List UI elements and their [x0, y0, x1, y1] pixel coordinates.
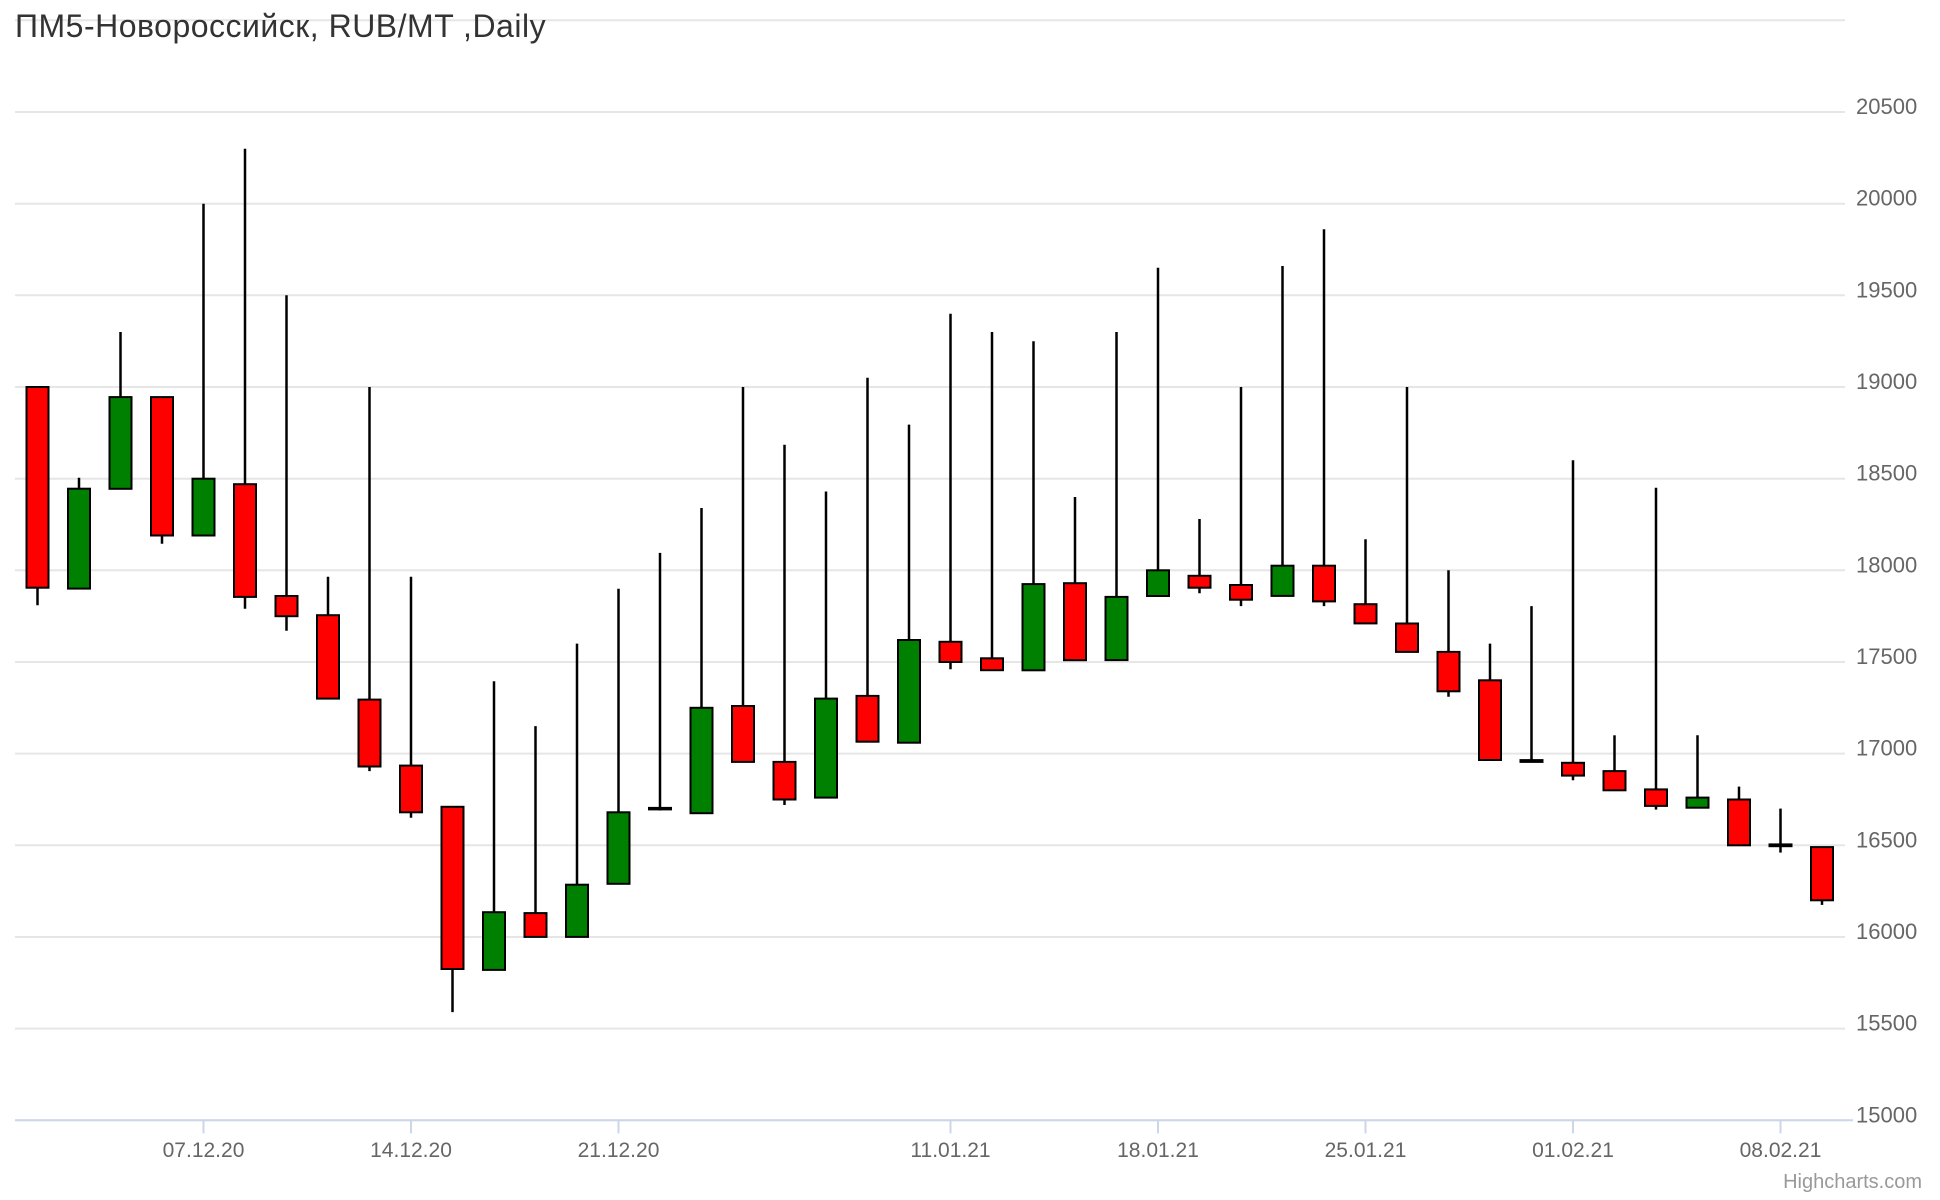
candle-up — [1146, 267, 1170, 597]
candle-down — [1602, 735, 1627, 792]
candle-up — [1104, 332, 1129, 662]
candle-down — [1561, 460, 1585, 781]
candle-down — [772, 444, 797, 805]
candle-down — [938, 313, 963, 670]
x-tick-label: 08.02.21 — [1740, 1139, 1822, 1162]
x-tick-label: 18.01.21 — [1117, 1139, 1199, 1162]
candle-down — [1395, 387, 1419, 653]
y-tick-label: 20500 — [1856, 94, 1917, 119]
y-tick-label: 18500 — [1856, 461, 1917, 486]
candle-up — [565, 643, 589, 938]
y-tick-label: 19500 — [1856, 277, 1917, 302]
candle-up — [108, 332, 133, 490]
candle-down — [233, 148, 257, 609]
candle-down — [1644, 487, 1668, 810]
candle-down — [523, 726, 548, 938]
candle-down — [1229, 387, 1253, 607]
y-gridlines — [15, 19, 1845, 1122]
x-tick-label: 14.12.20 — [370, 1139, 452, 1162]
y-tick-label: 19000 — [1856, 369, 1917, 394]
candle-down — [1353, 539, 1378, 625]
candle-down — [399, 576, 423, 818]
y-tick-label: 15500 — [1856, 1011, 1917, 1036]
candle-down — [855, 377, 880, 743]
candle-down — [648, 552, 672, 811]
x-tick-label: 07.12.20 — [163, 1139, 245, 1162]
candles — [25, 148, 1834, 1013]
x-tick-label: 25.01.21 — [1325, 1139, 1407, 1162]
candle-up — [1270, 266, 1295, 597]
y-tick-label: 18000 — [1856, 552, 1917, 577]
candle-up — [897, 424, 921, 744]
y-tick-label: 17500 — [1856, 644, 1917, 669]
candle-down — [1063, 497, 1087, 662]
highcharts-credits-link[interactable]: Highcharts.com — [1783, 1171, 1922, 1193]
x-axis-labels: 07.12.20 14.12.20 21.12.20 11.01.21 18.01.21… — [163, 1120, 1822, 1162]
candle-down — [440, 805, 465, 1013]
y-tick-label: 17000 — [1856, 736, 1917, 761]
chart-title: ПМ5-Новороссийск, RUB/MT ,Daily — [15, 8, 547, 44]
candle-down — [731, 387, 755, 763]
y-tick-label: 20000 — [1856, 186, 1917, 211]
candle-down — [1312, 229, 1336, 607]
candle-up — [606, 588, 631, 885]
candle-down — [316, 576, 340, 700]
candle-down — [1478, 643, 1502, 761]
candle-up — [1021, 341, 1046, 672]
y-tick-label: 16000 — [1856, 919, 1917, 944]
candle-up — [191, 203, 216, 537]
candle-down — [1768, 808, 1793, 853]
candle-up — [67, 477, 91, 590]
x-tick-label: 21.12.20 — [578, 1139, 660, 1162]
candle-down — [1727, 786, 1751, 847]
y-tick-label: 16500 — [1856, 827, 1917, 852]
candle-up — [689, 508, 714, 815]
candle-up — [482, 681, 506, 971]
y-axis-labels: 20500 20000 19500 19000 18500 18000 17500 17000… — [1856, 94, 1917, 1127]
candle-down — [357, 387, 382, 772]
candle-down — [25, 386, 50, 606]
candle-up — [1685, 735, 1710, 809]
candle-down — [1187, 519, 1212, 594]
x-tick-label: 11.01.21 — [910, 1139, 990, 1162]
y-tick-label: 15000 — [1856, 1102, 1917, 1127]
x-tick-label: 01.02.21 — [1532, 1139, 1614, 1162]
candle-down — [980, 332, 1004, 672]
candle-down — [1436, 570, 1461, 697]
candle-down — [150, 396, 174, 544]
candle-down — [1810, 846, 1834, 905]
candle-up — [814, 491, 838, 799]
candle-down — [274, 295, 299, 631]
candle-down — [1519, 606, 1544, 763]
